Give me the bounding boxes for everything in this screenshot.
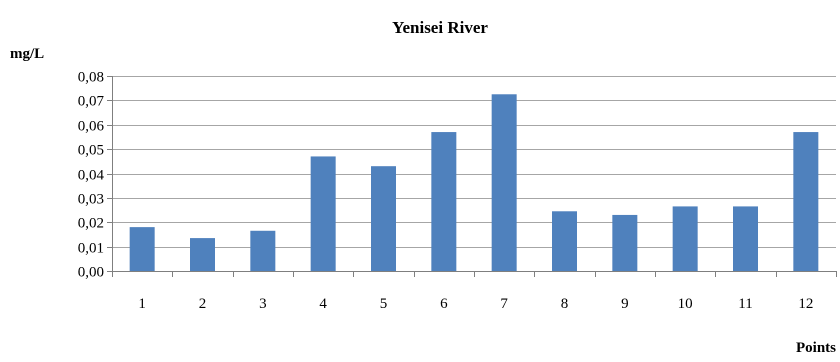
- y-tick-label: 0,00: [78, 265, 104, 281]
- y-tick-label: 0,07: [78, 94, 105, 110]
- x-tick-label: 5: [380, 296, 388, 312]
- y-tick-label: 0,08: [78, 70, 104, 86]
- y-tick-label: 0,06: [78, 119, 105, 135]
- x-tick-label: 1: [138, 296, 146, 312]
- bar-8: [552, 211, 577, 271]
- x-tick-label: 7: [500, 296, 508, 312]
- bar-7: [491, 94, 517, 271]
- y-tick-label: 0,04: [78, 168, 105, 184]
- x-tick-label: 11: [738, 296, 752, 312]
- gridlines: [112, 76, 836, 248]
- chart-title: Yenisei River: [392, 18, 488, 37]
- bar-11: [733, 206, 758, 271]
- x-tick-labels: 1 2 3 4 5 6 7 8 9 10 11 12: [112, 271, 837, 312]
- x-tick-label: 2: [199, 296, 207, 312]
- bar-9: [612, 214, 638, 271]
- bar-1: [129, 227, 155, 271]
- x-tick-label: 3: [259, 296, 267, 312]
- bar-3: [250, 230, 276, 271]
- bar-6: [431, 132, 457, 271]
- y-axis-label: mg/L: [10, 46, 44, 62]
- x-tick-label: 9: [621, 296, 629, 312]
- y-tick-labels: 0,00 0,01 0,02 0,03 0,04 0,05 0,06 0,07 0,08: [78, 70, 112, 281]
- bar-12: [793, 132, 819, 271]
- bar-2: [190, 238, 215, 271]
- bars: [129, 94, 819, 271]
- axes: [112, 76, 836, 272]
- y-tick-label: 0,05: [78, 143, 104, 159]
- x-tick-label: 4: [319, 296, 327, 312]
- bar-10: [672, 206, 698, 271]
- bar-4: [310, 156, 336, 271]
- x-tick-label: 6: [440, 296, 448, 312]
- bar-5: [371, 166, 396, 271]
- x-tick-label: 12: [798, 296, 813, 312]
- y-tick-label: 0,02: [78, 216, 104, 232]
- x-axis-label: Points: [796, 340, 836, 356]
- x-tick-label: 8: [561, 296, 569, 312]
- y-tick-label: 0,03: [78, 192, 104, 208]
- y-tick-label: 0,01: [78, 241, 104, 257]
- x-tick-label: 10: [678, 296, 693, 312]
